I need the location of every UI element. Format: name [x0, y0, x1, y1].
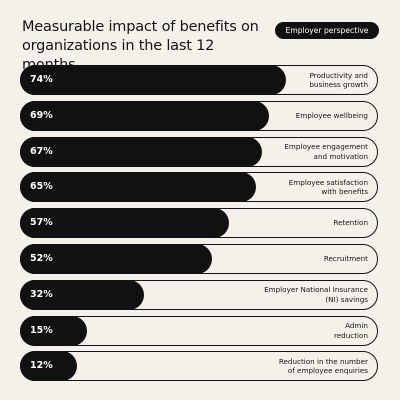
bar-row: 32% Employer National Insurance (NI) savin… [20, 279, 378, 310]
category-text: Recruitment [323, 254, 368, 264]
category-text: Admin reduction [333, 321, 368, 340]
category-text: Productivity and business growth [309, 70, 368, 90]
category-text: Employee engagement and motivation [284, 142, 368, 161]
bar [20, 136, 263, 167]
bar-row: 69% Employee wellbeing [20, 100, 378, 131]
bar [20, 315, 88, 346]
bar-value-label: 32% [30, 288, 53, 300]
bar [20, 208, 229, 239]
bar-row: 67% Employee engagement and motivation [20, 136, 378, 167]
bar-category-label: Employee wellbeing [228, 101, 368, 131]
bar-value-label: 57% [30, 217, 53, 229]
bar-value-label: 12% [30, 360, 53, 372]
bar-category-label: Employee engagement and motivation [228, 137, 368, 167]
bar-row: 12% Reduction in the number of employee en… [20, 351, 378, 382]
bar-category-label: Productivity and business growth [228, 65, 368, 95]
bar-category-label: Retention [228, 208, 368, 238]
bar-row: 74% Productivity and business growth [20, 65, 378, 95]
bar [20, 279, 145, 310]
bar-category-label: Recruitment [228, 244, 368, 274]
category-text: Reduction in the number of employee enqui… [278, 356, 368, 376]
perspective-badge: Employer perspective [275, 22, 379, 39]
bar-row: 15% Admin reduction [20, 315, 378, 346]
bar [20, 351, 77, 382]
bar-value-label: 74% [30, 74, 53, 85]
category-text: Employee satisfaction with benefits [288, 177, 368, 197]
bar [20, 100, 270, 131]
bar-category-label: Reduction in the number of employee enqui… [228, 351, 368, 381]
category-text: Employee wellbeing [295, 111, 368, 121]
bar-value-label: 15% [30, 324, 53, 336]
bar-category-label: Admin reduction [228, 316, 368, 346]
bar [20, 172, 256, 203]
bar-row: 57% Retention [20, 208, 378, 239]
bar-value-label: 65% [30, 181, 53, 193]
bar-row: 65% Employee satisfaction with benefits [20, 172, 378, 203]
bar-category-label: Employee satisfaction with benefits [228, 172, 368, 202]
bar [20, 65, 286, 95]
bar [20, 244, 212, 274]
bar-category-label: Employer National Insurance (NI) savings [228, 280, 368, 310]
bar-value-label: 67% [30, 145, 53, 157]
bar-value-label: 69% [30, 109, 53, 121]
bar-value-label: 52% [30, 253, 53, 264]
bar-row: 52% Recruitment [20, 244, 378, 274]
category-text: Retention [333, 218, 368, 228]
category-text: Employer National Insurance (NI) savings [264, 285, 368, 304]
